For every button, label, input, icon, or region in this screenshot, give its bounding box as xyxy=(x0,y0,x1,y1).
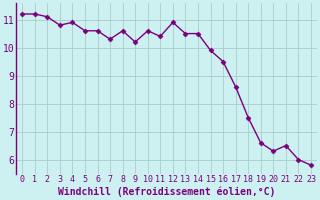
X-axis label: Windchill (Refroidissement éolien,°C): Windchill (Refroidissement éolien,°C) xyxy=(58,187,275,197)
